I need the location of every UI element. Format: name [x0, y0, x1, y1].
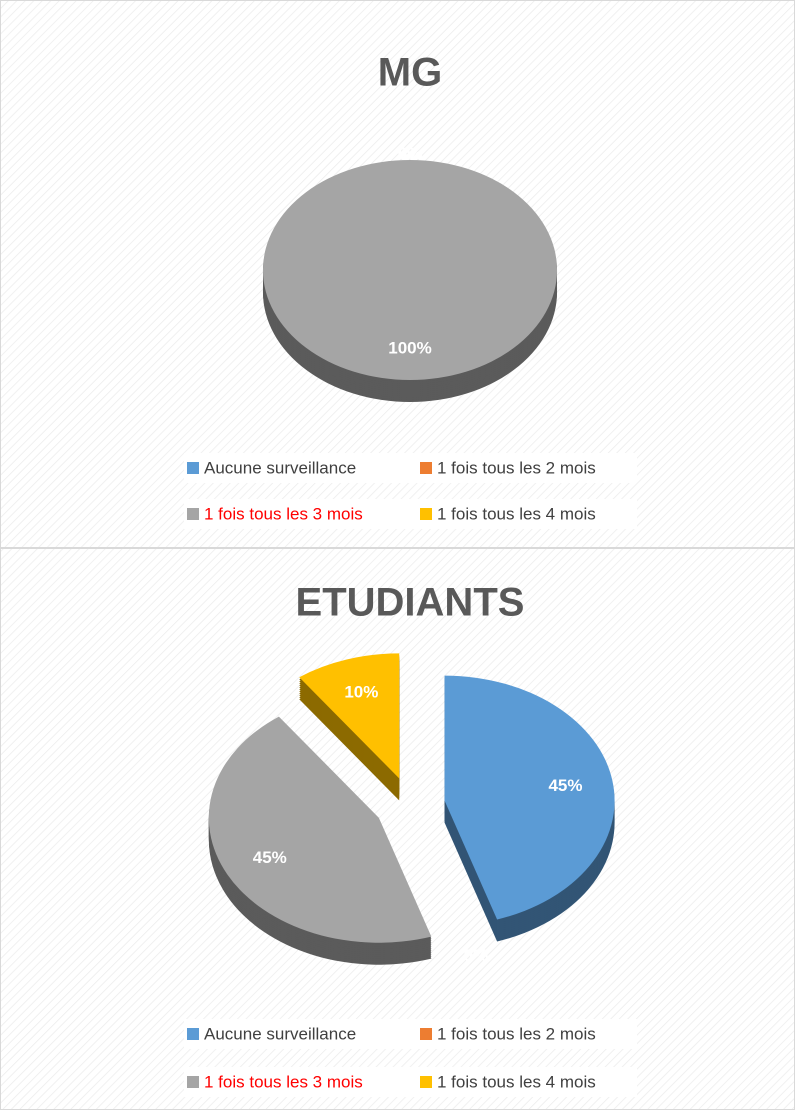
pie-slice — [299, 653, 400, 779]
pie-slice — [444, 675, 615, 920]
pie-slice — [208, 716, 432, 943]
legend-bg — [184, 1067, 417, 1097]
data-label: 0% — [464, 946, 489, 965]
legend-swatch — [187, 1028, 199, 1040]
legend-swatch — [420, 508, 432, 520]
chart-title: ETUDIANTS — [296, 581, 525, 625]
legend-label: 1 fois tous les 2 mois — [437, 1024, 596, 1043]
data-label: 0% — [398, 144, 423, 163]
legend-label: 1 fois tous les 4 mois — [437, 1072, 596, 1091]
legend-label: 1 fois tous les 3 mois — [204, 504, 363, 523]
legend-swatch — [420, 1028, 432, 1040]
legend-label: Aucune surveillance — [204, 458, 356, 477]
pie-slice — [262, 159, 558, 380]
legend-label: 1 fois tous les 2 mois — [437, 458, 596, 477]
legend-bg — [417, 499, 637, 529]
legend-label: 1 fois tous les 4 mois — [437, 504, 596, 523]
legend-bg — [417, 453, 637, 483]
legend-swatch — [187, 1076, 199, 1088]
chart-panel — [0, 548, 795, 1110]
legend-bg — [184, 453, 417, 483]
chart-title: MG — [378, 51, 442, 95]
data-label: 100% — [388, 339, 431, 358]
data-label: 10% — [344, 682, 378, 701]
legend-swatch — [420, 462, 432, 474]
legend-bg — [184, 499, 417, 529]
legend-bg — [417, 1019, 637, 1049]
legend-swatch — [420, 1076, 432, 1088]
legend-swatch — [187, 462, 199, 474]
data-label: 45% — [548, 776, 582, 795]
legend-bg — [417, 1067, 637, 1097]
legend-bg — [184, 1019, 417, 1049]
data-label: 45% — [253, 848, 287, 867]
legend-swatch — [187, 508, 199, 520]
data-label: 0% — [398, 144, 423, 163]
legend-label: 1 fois tous les 3 mois — [204, 1072, 363, 1091]
data-label: 0% — [398, 144, 423, 163]
legend-label: Aucune surveillance — [204, 1024, 356, 1043]
